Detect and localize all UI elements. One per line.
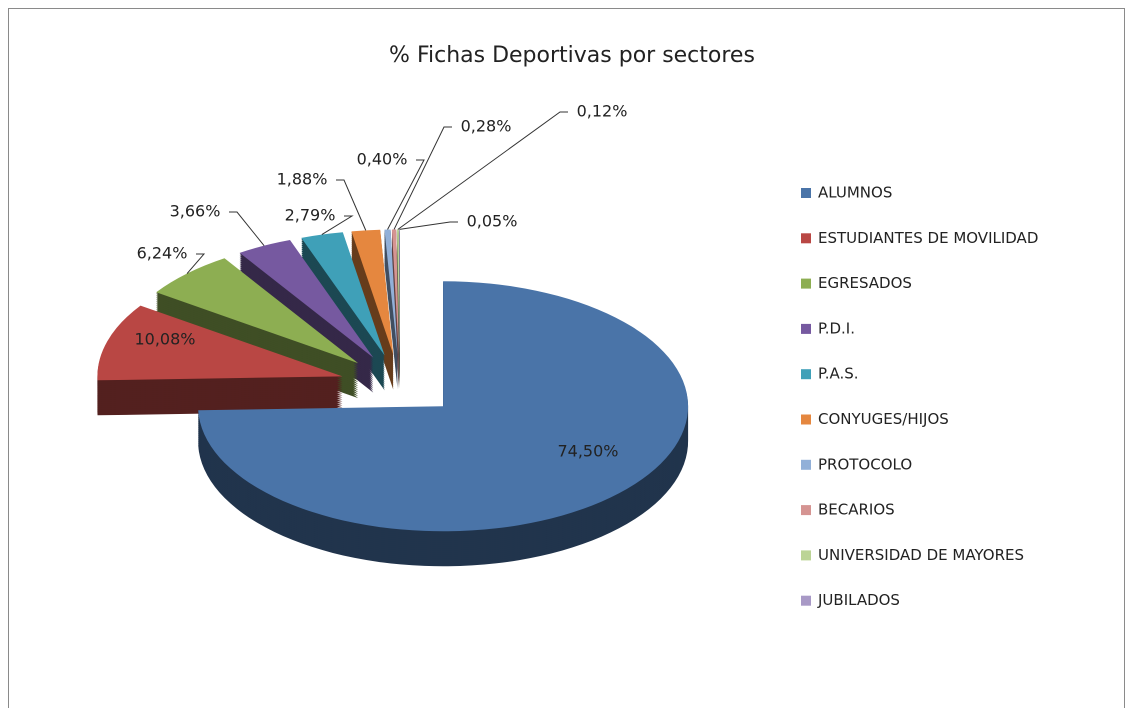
slice-side bbox=[384, 230, 398, 390]
slice-side-layer bbox=[384, 238, 398, 364]
slice bbox=[351, 229, 394, 355]
slice-side-layer bbox=[384, 236, 398, 362]
leader-line bbox=[321, 215, 354, 236]
data-label: 6,24% bbox=[137, 244, 188, 263]
slice-side-layer bbox=[391, 248, 399, 374]
leader-line bbox=[229, 211, 265, 247]
leader-line bbox=[393, 126, 452, 230]
data-label: 2,79% bbox=[285, 206, 336, 225]
slice-side-layer bbox=[391, 230, 399, 356]
slice bbox=[97, 305, 343, 381]
slice-side-layer bbox=[384, 262, 398, 388]
slice-side-layer bbox=[391, 232, 399, 358]
legend-swatch bbox=[801, 595, 811, 606]
slice bbox=[239, 240, 374, 358]
data-label: 10,08% bbox=[134, 330, 195, 349]
data-label: 74,50% bbox=[557, 442, 618, 461]
legend-swatch bbox=[801, 550, 811, 561]
slice-side-layer bbox=[391, 252, 399, 378]
slice bbox=[399, 229, 400, 355]
chart-title: % Fichas Deportivas por sectores bbox=[389, 43, 755, 68]
legend-label: PROTOCOLO bbox=[818, 455, 912, 473]
legend-label: BECARIOS bbox=[818, 501, 895, 519]
slice-side-layer bbox=[384, 234, 398, 360]
slice-side-layer bbox=[384, 244, 398, 370]
leader-line bbox=[336, 179, 367, 231]
slice-side-layer bbox=[391, 240, 399, 366]
legend-swatch bbox=[801, 459, 811, 470]
legend-label: ALUMNOS bbox=[818, 184, 892, 202]
data-label: 3,66% bbox=[170, 202, 221, 221]
slice-side-layer bbox=[384, 260, 398, 386]
slice-side-layer bbox=[391, 250, 399, 376]
slice-side-layer bbox=[384, 248, 398, 374]
slice-side-layer bbox=[384, 232, 398, 358]
leader-line bbox=[387, 159, 425, 230]
legend-swatch bbox=[801, 278, 811, 289]
slice-side-layer bbox=[384, 258, 398, 384]
slice bbox=[198, 281, 689, 532]
slice bbox=[391, 229, 399, 355]
slice bbox=[301, 232, 385, 356]
slice-side-layer bbox=[384, 242, 398, 368]
legend-label: UNIVERSIDAD DE MAYORES bbox=[818, 546, 1024, 564]
data-label: 1,88% bbox=[277, 170, 328, 189]
legend-label: P.D.I. bbox=[818, 319, 855, 337]
leader-line bbox=[399, 221, 458, 230]
legend-label: CONYUGES/HIJOS bbox=[818, 410, 949, 428]
slice-side-layer bbox=[391, 234, 399, 360]
leader-line bbox=[186, 253, 206, 274]
slice bbox=[156, 258, 359, 364]
slice-side-layer bbox=[384, 230, 398, 356]
data-label: 0,05% bbox=[467, 212, 518, 231]
slice-side-layer bbox=[391, 242, 399, 368]
slice-side-layer bbox=[391, 244, 399, 370]
legend-label: ESTUDIANTES DE MOVILIDAD bbox=[818, 229, 1038, 247]
slice-side-layer bbox=[384, 252, 398, 378]
slice-side-layer bbox=[384, 250, 398, 376]
legend-swatch bbox=[801, 233, 811, 244]
leader-line bbox=[397, 111, 568, 230]
slice bbox=[396, 229, 400, 355]
legend-swatch bbox=[801, 369, 811, 380]
data-label: 0,12% bbox=[577, 102, 628, 121]
slice-side-layer bbox=[384, 246, 398, 372]
slice-side-layer bbox=[384, 264, 398, 390]
slice-side-layer bbox=[384, 240, 398, 366]
slice bbox=[384, 229, 398, 355]
slice-side-layer bbox=[384, 254, 398, 380]
slice-side-layer bbox=[391, 246, 399, 372]
slice-side-layer bbox=[384, 256, 398, 382]
legend-swatch bbox=[801, 505, 811, 516]
legend-swatch bbox=[801, 188, 811, 198]
legend-swatch bbox=[801, 414, 811, 425]
legend-label: JUBILADOS bbox=[817, 591, 900, 609]
legend-label: EGRESADOS bbox=[818, 274, 912, 292]
slice-side-layer bbox=[391, 238, 399, 364]
data-label: 0,40% bbox=[357, 150, 408, 169]
data-label: 0,28% bbox=[461, 117, 512, 136]
legend-label: P.A.S. bbox=[818, 365, 859, 383]
slice-side-layer bbox=[391, 236, 399, 362]
legend-swatch bbox=[801, 323, 811, 334]
